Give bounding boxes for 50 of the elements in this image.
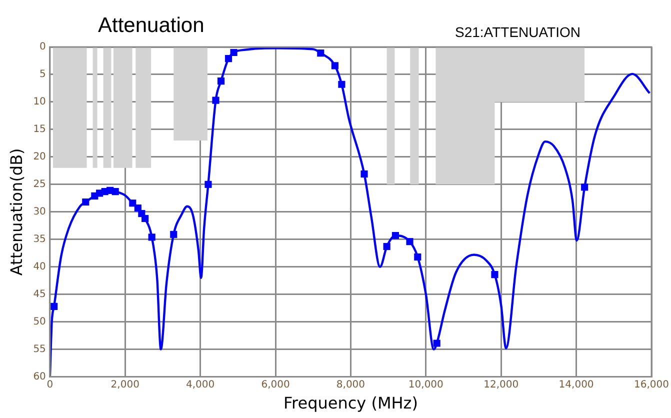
point — [204, 180, 212, 188]
point — [230, 48, 238, 56]
x-tick-label: 2,000 — [110, 379, 140, 390]
point — [414, 253, 422, 261]
point — [129, 200, 136, 207]
y-tick-label: 0 — [40, 42, 46, 53]
point — [170, 230, 178, 238]
x-tick-label: 12,000 — [484, 379, 519, 390]
y-tick-label: 60 — [33, 371, 46, 382]
y-tick-label: 40 — [33, 261, 46, 272]
y-tick-label: 15 — [33, 124, 46, 136]
point — [338, 80, 346, 88]
y-tick-label: 50 — [33, 316, 46, 328]
point — [317, 50, 324, 57]
point — [581, 184, 588, 191]
y-tick-label: 10 — [33, 96, 46, 108]
y-tick-label: 45 — [33, 288, 46, 300]
point — [383, 242, 390, 250]
point — [360, 170, 368, 178]
x-tick-label: 6,000 — [261, 379, 290, 390]
text: S21:ATTENUATION — [455, 24, 581, 40]
x-axis-title: Frequency (MHz) — [283, 394, 418, 413]
point — [148, 234, 156, 241]
point — [112, 188, 119, 196]
point — [491, 271, 498, 278]
x-tick-label: 0 — [46, 379, 54, 390]
y-tick-label: 25 — [33, 179, 46, 190]
y-tick-label: 5 — [40, 69, 46, 80]
point — [331, 62, 338, 70]
x-tick-label: 14,000 — [558, 379, 594, 390]
point — [406, 238, 414, 246]
point — [142, 214, 149, 222]
point — [433, 340, 440, 347]
y-tick-label: 55 — [33, 344, 46, 355]
point — [82, 198, 90, 206]
point — [392, 232, 399, 240]
point — [217, 78, 225, 85]
x-tick-label: 8,000 — [336, 379, 366, 390]
point — [212, 96, 220, 104]
y-tick-label: 30 — [33, 206, 46, 218]
point — [50, 302, 58, 310]
point — [224, 55, 232, 62]
line-series — [50, 47, 651, 377]
y-tick-label: 35 — [33, 234, 46, 245]
chart-title: Attenuation — [98, 14, 204, 38]
x-tick-label: 10,000 — [408, 379, 444, 390]
x-tick-label: 4,000 — [186, 379, 215, 390]
x-tick-label: 16,000 — [634, 379, 670, 390]
y-tick-label: 20 — [33, 152, 46, 163]
y-axis-title: Attenuation(dB) — [6, 148, 26, 276]
